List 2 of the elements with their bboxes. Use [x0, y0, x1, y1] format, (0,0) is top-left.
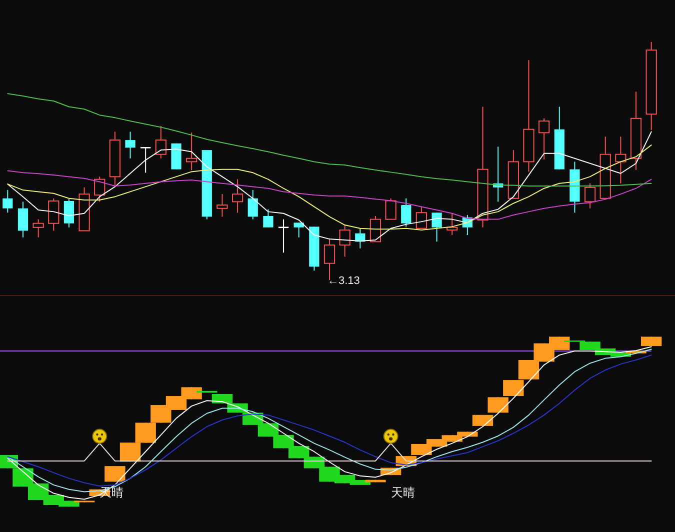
annotation: 天晴 [390, 486, 415, 500]
annotation: ←3.13 [328, 275, 360, 287]
